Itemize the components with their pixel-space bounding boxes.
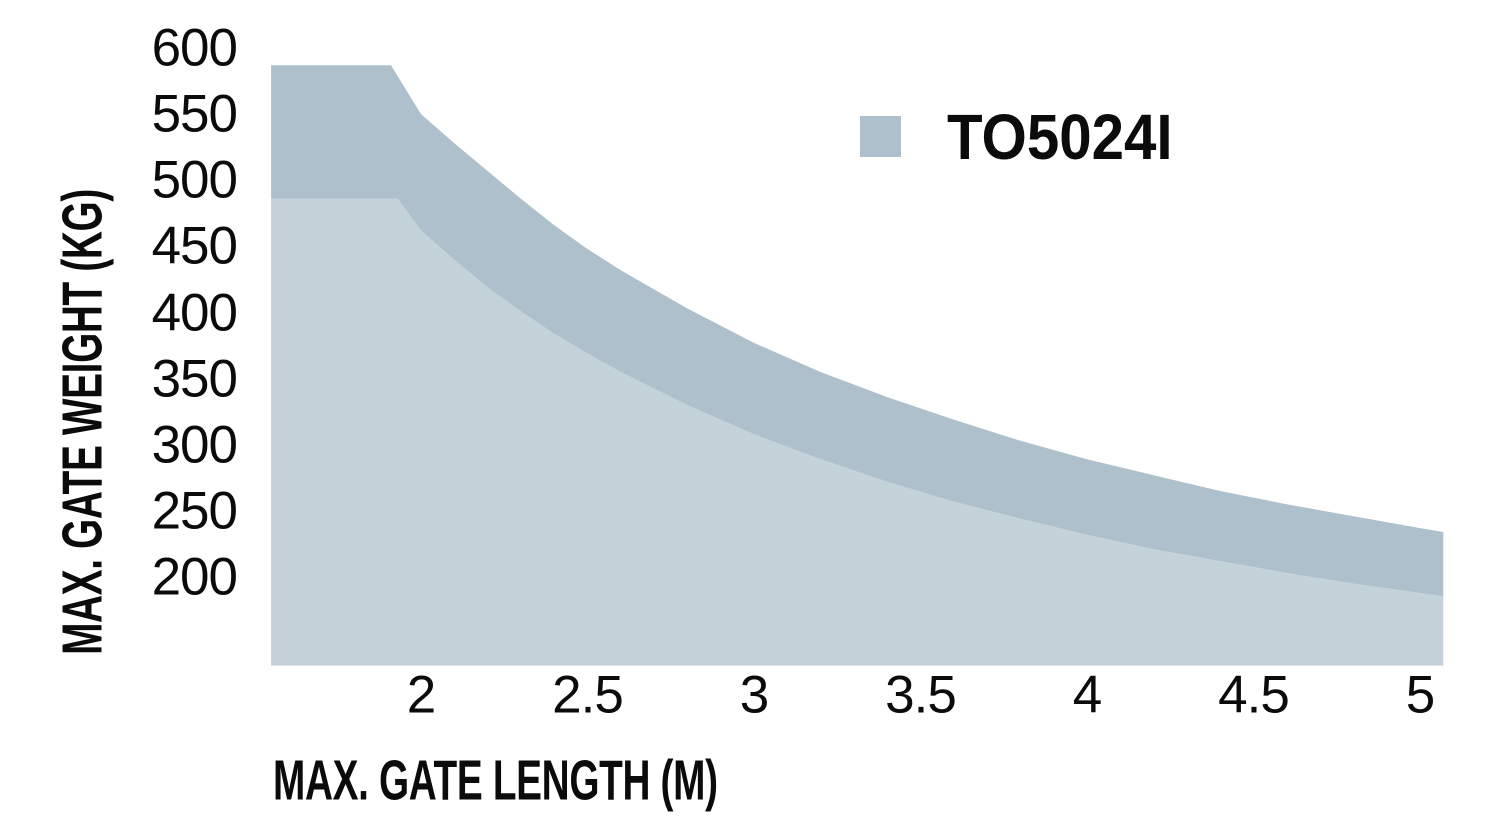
x-tick-label: 4.5 — [1218, 665, 1290, 725]
y-tick-label: 200 — [151, 547, 238, 607]
y-tick-label: 250 — [151, 481, 238, 541]
y-axis-title: MAX. GATE WEIGHT (KG) — [50, 189, 115, 655]
series-area-light — [271, 198, 1444, 666]
x-tick-label: 4 — [1072, 665, 1103, 725]
x-tick-label: 3 — [739, 665, 770, 725]
x-tick-label: 2 — [406, 665, 437, 725]
x-tick-label: 2.5 — [552, 665, 624, 725]
y-tick-label: 500 — [151, 150, 238, 210]
series-band-to5024i — [271, 65, 1444, 597]
x-axis-title: MAX. GATE LENGTH (M) — [273, 748, 718, 813]
x-tick-label: 3.5 — [885, 665, 957, 725]
y-tick-label: 300 — [151, 415, 238, 475]
x-tick-label: 5 — [1405, 665, 1436, 725]
legend-swatch-icon — [860, 116, 901, 157]
y-tick-label: 400 — [151, 283, 238, 342]
legend-label: TO5024I — [947, 101, 1173, 173]
y-tick-label: 350 — [151, 349, 238, 409]
y-tick-label: 550 — [151, 84, 238, 144]
y-tick-label: 450 — [151, 216, 238, 276]
y-tick-label: 600 — [151, 18, 238, 78]
